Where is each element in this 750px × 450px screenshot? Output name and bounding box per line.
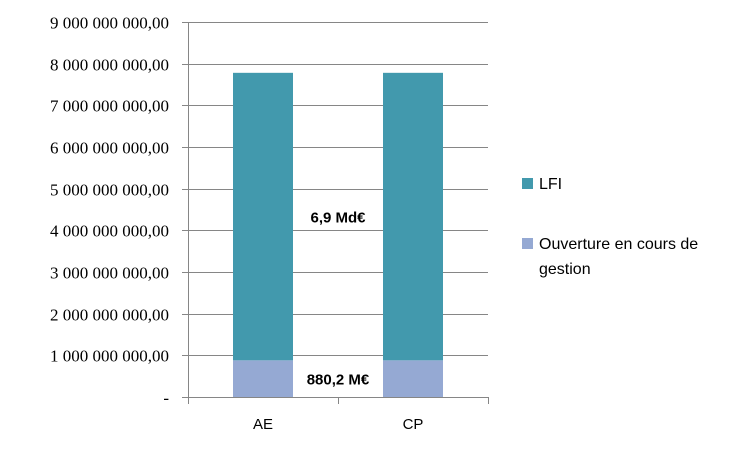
legend-swatch: [522, 238, 533, 249]
y-tick-label: 5 000 000 000,00: [50, 181, 169, 200]
y-tick-label: 2 000 000 000,00: [50, 306, 169, 325]
data-labels: 6,9 Md€ 880,2 M€: [307, 210, 370, 389]
legend-label: Ouverture en cours de gestion: [539, 236, 698, 278]
y-tick-label: 9 000 000 000,00: [50, 14, 169, 33]
legend-swatch: [522, 178, 533, 189]
x-tick-label: AE: [253, 416, 273, 433]
y-tick-label: 8 000 000 000,00: [50, 56, 169, 75]
legend: LFI Ouverture en cours de gestion: [522, 176, 698, 278]
bar-ae-ouverture-en-cours-de-gestion: [233, 360, 293, 397]
legend-label: LFI: [539, 176, 562, 193]
y-tick-label: 7 000 000 000,00: [50, 97, 169, 116]
bar-cp-lfi: [383, 72, 443, 361]
x-tick-label: CP: [403, 416, 424, 433]
y-tick-label: 4 000 000 000,00: [50, 222, 169, 241]
y-tick-label: 3 000 000 000,00: [50, 264, 169, 283]
axes: - 1 000 000 000,00 2 000 000 000,00 3 000 0…: [50, 14, 489, 433]
y-tick-label: 6 000 000 000,00: [50, 139, 169, 158]
y-tick-label: -: [163, 389, 169, 408]
data-label: 880,2 M€: [307, 372, 370, 389]
bar-cp-ouverture-en-cours-de-gestion: [383, 360, 443, 397]
data-label: 6,9 Md€: [310, 210, 366, 227]
bars: [233, 72, 443, 397]
bar-ae-lfi: [233, 72, 293, 361]
y-tick-label: 1 000 000 000,00: [50, 347, 169, 366]
